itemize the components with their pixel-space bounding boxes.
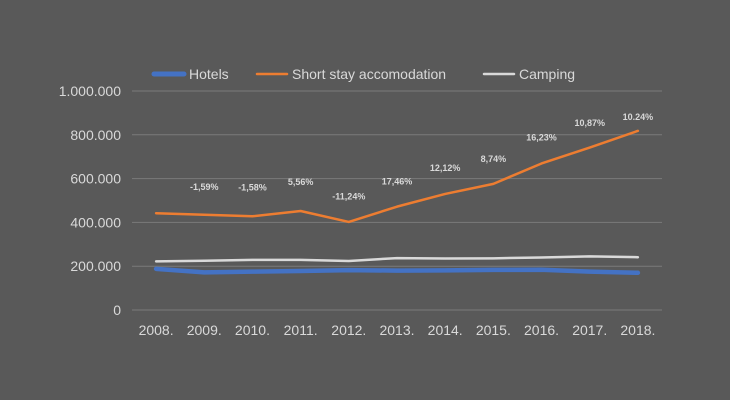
- x-tick-label: 2016.: [524, 322, 559, 338]
- x-tick-label: 2008.: [139, 322, 174, 338]
- y-tick-label: 0: [113, 302, 121, 318]
- x-axis-ticks: 2008. 2009. 2010. 2011. 2012. 2013. 2014. 2015.…: [139, 322, 656, 338]
- x-tick-label: 2012.: [331, 322, 366, 338]
- data-labels: -1,59% -1,58% 5,56% -11,24% 17,46% 12,12% 8,74…: [190, 112, 653, 201]
- data-label: 10.24%: [623, 112, 654, 122]
- data-label: 16,23%: [526, 132, 557, 142]
- x-tick-label: 2011.: [284, 322, 318, 338]
- x-tick-label: 2013.: [379, 322, 414, 338]
- y-tick-label: 1.000.000: [59, 83, 121, 99]
- y-tick-label: 200.000: [70, 258, 121, 274]
- x-tick-label: 2014.: [428, 322, 463, 338]
- data-label: -11,24%: [332, 191, 365, 201]
- data-label: 17,46%: [382, 177, 413, 187]
- data-label: -1,59%: [190, 182, 219, 192]
- data-label: 5,56%: [288, 177, 314, 187]
- data-label: 12,12%: [430, 163, 461, 173]
- series-line-short-stay-accomodation: [154, 129, 640, 224]
- legend: Hotels Short stay accomodation Camping: [151, 66, 575, 82]
- data-label: 8,74%: [481, 154, 507, 164]
- x-tick-label: 2017.: [572, 322, 607, 338]
- y-tick-label: 600.000: [70, 171, 121, 187]
- y-tick-label: 800.000: [70, 127, 121, 143]
- legend-label: Short stay accomodation: [292, 66, 446, 82]
- gridlines: [132, 90, 662, 311]
- x-tick-label: 2015.: [476, 322, 511, 338]
- series-line-camping: [154, 255, 640, 263]
- series-lines: [153, 129, 641, 276]
- series-line-hotels: [153, 266, 641, 276]
- x-tick-label: 2009.: [187, 322, 222, 338]
- legend-label: Hotels: [189, 66, 229, 82]
- legend-label: Camping: [519, 66, 575, 82]
- x-tick-label: 2010.: [235, 322, 270, 338]
- y-tick-label: 400.000: [70, 214, 121, 230]
- y-axis-ticks: 0 200.000 400.000 600.000 800.000 1.000.000: [59, 83, 122, 318]
- data-label: 10,87%: [574, 118, 605, 128]
- x-tick-label: 2018.: [620, 322, 655, 338]
- data-label: -1,58%: [238, 183, 267, 193]
